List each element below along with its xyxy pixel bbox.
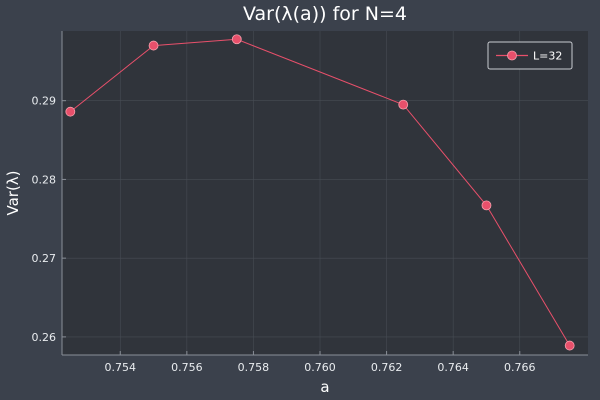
y-axis-label: Var(λ) (4, 170, 22, 215)
data-point (148, 40, 159, 51)
grid-lines (62, 31, 588, 355)
data-point (481, 200, 492, 211)
data-point (564, 340, 575, 351)
axes (61, 31, 588, 356)
data-point (231, 34, 242, 45)
legend: L=32 (487, 41, 573, 70)
y-tick-label: 0.29 (32, 95, 57, 108)
series-line (70, 38, 571, 346)
x-tick-label: 0.758 (238, 361, 270, 374)
x-tick-label: 0.766 (504, 361, 536, 374)
legend-box (487, 41, 573, 70)
x-axis-label: a (320, 378, 329, 396)
x-tick-label: 0.754 (105, 361, 137, 374)
plot-area (62, 31, 588, 355)
y-tick-label: 0.27 (32, 252, 57, 265)
x-tick-label: 0.756 (171, 361, 203, 374)
tick-labels: 0.754 0.756 0.758 0.760 0.762 0.764 0.766 0.26 0… (32, 95, 536, 374)
data-point (398, 99, 409, 110)
x-tick-label: 0.764 (437, 361, 469, 374)
chart-title: Var(λ(a)) for N=4 (243, 3, 407, 25)
x-tick-label: 0.760 (304, 361, 336, 374)
legend-marker (507, 50, 517, 61)
y-tick-label: 0.28 (32, 173, 57, 186)
legend-label: L=32 (533, 50, 562, 63)
series-layer (65, 34, 575, 351)
y-tick-label: 0.26 (32, 331, 57, 344)
data-point (65, 106, 76, 117)
x-tick-label: 0.762 (371, 361, 403, 374)
